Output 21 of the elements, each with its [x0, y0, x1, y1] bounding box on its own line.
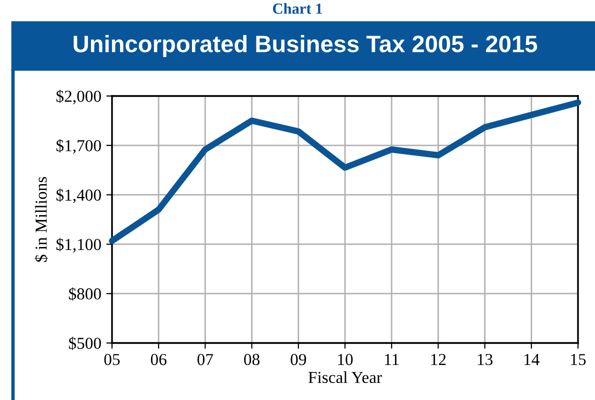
- x-tick-label: 08: [244, 354, 260, 366]
- y-tick-label: $2,000: [56, 90, 101, 104]
- y-tick-label: $1,100: [56, 238, 101, 253]
- y-tick-label: $1,700: [56, 139, 101, 154]
- x-tick-label: 07: [198, 354, 214, 366]
- x-axis-title: Fiscal Year: [308, 371, 382, 384]
- x-tick-label: 12: [431, 354, 446, 365]
- x-tick-label: 13: [478, 354, 492, 366]
- x-tick-label: 11: [385, 354, 399, 365]
- x-tick-label: 15: [571, 354, 586, 366]
- y-tick-label: $1,400: [56, 188, 101, 204]
- chart-title: Unincorporated Business Tax 2005 - 2015: [74, 34, 538, 58]
- x-tick-label: 09: [290, 354, 306, 366]
- x-tick-label: 06: [150, 354, 166, 366]
- chart-subtitle: Chart 1: [273, 3, 322, 14]
- y-tick-label: $800: [68, 287, 101, 301]
- y-axis-title: $ in Millions: [34, 177, 48, 262]
- x-tick-label: 14: [524, 354, 540, 365]
- x-tick-label: 05: [104, 354, 120, 366]
- y-tick-label: $500: [68, 336, 101, 350]
- x-tick-label: 10: [338, 354, 353, 366]
